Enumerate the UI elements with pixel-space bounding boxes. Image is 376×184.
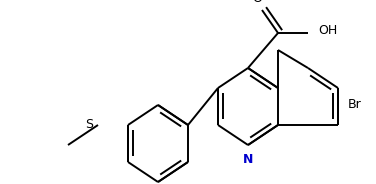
Text: N: N: [243, 153, 253, 166]
Text: OH: OH: [318, 24, 337, 36]
Text: Br: Br: [348, 98, 362, 112]
Text: O: O: [252, 0, 262, 5]
Text: S: S: [85, 118, 93, 132]
